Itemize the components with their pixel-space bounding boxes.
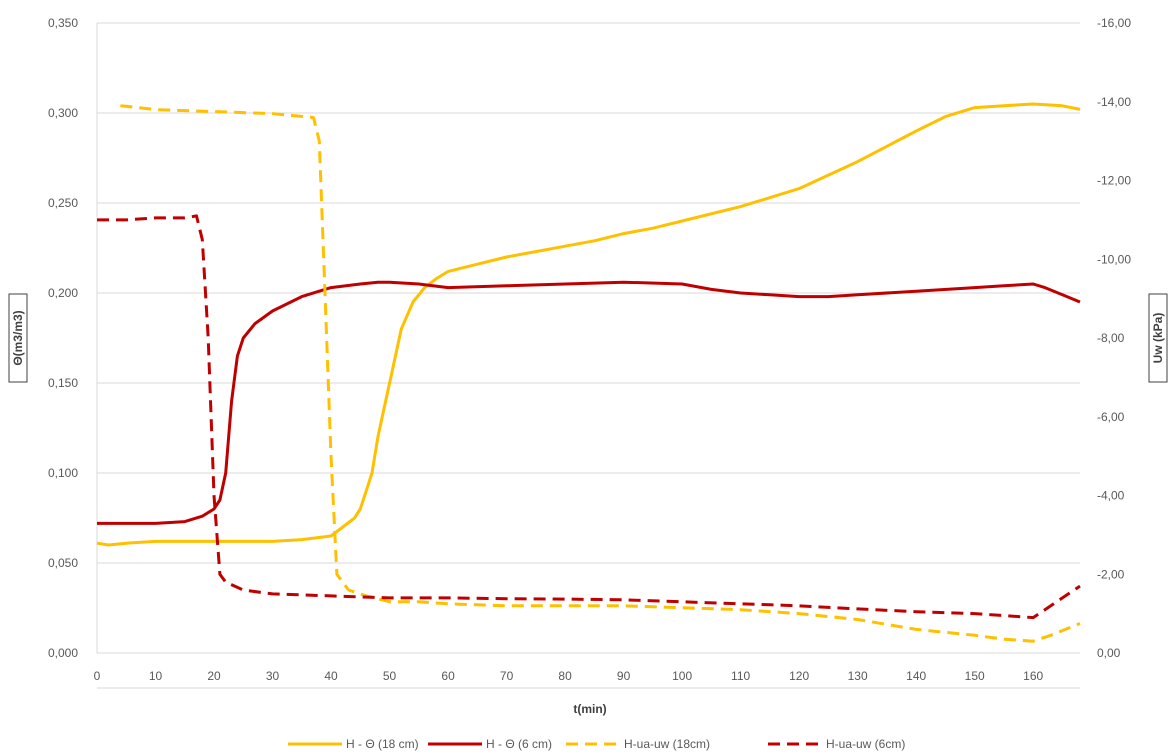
x-tick-label: 30 xyxy=(266,669,280,683)
y-right-tick-label: -6,00 xyxy=(1097,410,1125,424)
x-tick-label: 50 xyxy=(383,669,397,683)
y-left-tick-label: 0,200 xyxy=(48,286,78,300)
x-tick-label: 70 xyxy=(500,669,514,683)
series-line-4 xyxy=(97,214,1081,620)
x-tick-label: 40 xyxy=(324,669,338,683)
svg-text:Uw (kPa): Uw (kPa) xyxy=(1151,313,1165,364)
x-tick-label: 80 xyxy=(558,669,572,683)
y-right-tick-label: 0,00 xyxy=(1097,646,1121,660)
y-right-tick-label: -4,00 xyxy=(1097,489,1125,503)
y-left-tick-label: 0,100 xyxy=(48,466,78,480)
y-left-tick-label: 0,050 xyxy=(48,556,78,570)
x-tick-label: 120 xyxy=(789,669,809,683)
legend-label: H - Θ (18 cm) xyxy=(346,737,419,751)
y-axis-right-title: Uw (kPa) xyxy=(1148,293,1168,383)
y-right-tick-label: -10,00 xyxy=(1097,252,1131,266)
series-line-1 xyxy=(96,102,1081,547)
legend: H - Θ (18 cm) H - Θ (6 cm) H-ua-uw (18cm) H… xyxy=(288,737,905,751)
legend-label: H-ua-uw (6cm) xyxy=(826,737,905,751)
y-left-tick-label: 0,150 xyxy=(48,376,78,390)
y-right-tick-label: -16,00 xyxy=(1097,16,1131,30)
x-tick-label: 0 xyxy=(94,669,101,683)
x-tick-label: 150 xyxy=(965,669,985,683)
y-left-tick-label: 0,350 xyxy=(48,16,78,30)
x-tick-label: 130 xyxy=(848,669,868,683)
x-tick-label: 140 xyxy=(906,669,926,683)
legend-label: H-ua-uw (18cm) xyxy=(624,737,710,751)
x-tick-label: 10 xyxy=(149,669,163,683)
y-right-tick-label: -14,00 xyxy=(1097,95,1131,109)
x-tick-label: 110 xyxy=(731,669,750,683)
y-right-tick-label: -2,00 xyxy=(1097,567,1125,581)
series-line-2 xyxy=(97,280,1081,525)
series-line-3 xyxy=(120,104,1081,643)
y-axis-right: 0,00 -2,00 -4,00 -6,00 -8,00 -10,00 -12,00 -14,… xyxy=(1097,16,1131,660)
y-axis-left: 0,000 0,050 0,100 0,150 0,200 0,250 0,300 0,350 xyxy=(48,16,78,660)
y-right-tick-label: -12,00 xyxy=(1097,174,1131,188)
x-axis-title: t(min) xyxy=(573,702,606,716)
x-axis: 0 10 20 30 40 50 60 70 80 90 100 110 120 130 140 150 160 xyxy=(94,669,1044,683)
x-tick-label: 60 xyxy=(441,669,455,683)
x-tick-label: 100 xyxy=(672,669,692,683)
y-left-tick-label: 0,250 xyxy=(48,196,78,210)
x-tick-label: 160 xyxy=(1023,669,1043,683)
x-tick-label: 90 xyxy=(617,669,631,683)
x-tick-label: 20 xyxy=(207,669,221,683)
y-right-tick-label: -8,00 xyxy=(1097,331,1125,345)
y-axis-left-title: Θ(m3/m3) xyxy=(8,293,28,383)
legend-label: H - Θ (6 cm) xyxy=(486,737,552,751)
y-left-tick-label: 0,000 xyxy=(48,646,78,660)
plot-area xyxy=(96,102,1081,643)
y-left-tick-label: 0,300 xyxy=(48,106,78,120)
svg-text:Θ(m3/m3): Θ(m3/m3) xyxy=(11,310,25,365)
